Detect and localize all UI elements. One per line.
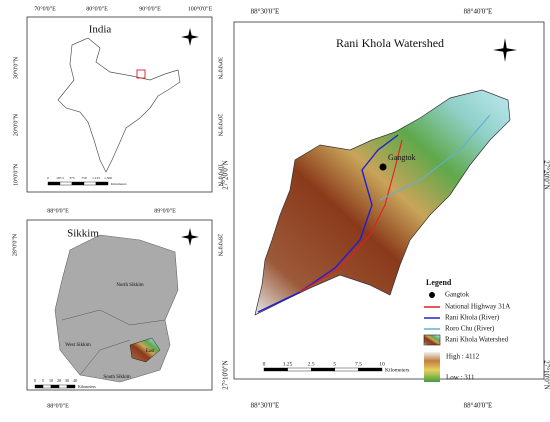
panel-title: Sikkim xyxy=(67,228,99,240)
scale-label: 750 xyxy=(81,176,87,180)
lon-tick: 100°0'0"E xyxy=(188,5,213,12)
scale-segment xyxy=(263,367,288,372)
scale-segment xyxy=(66,384,76,389)
scale-segment xyxy=(358,367,383,372)
scale-segment xyxy=(95,181,109,186)
legend-item: Roro Chu (River) xyxy=(445,325,495,333)
legend-high: High : 4112 xyxy=(446,353,480,361)
scale-label: 0 xyxy=(47,176,49,180)
scale-unit: Kilometers xyxy=(111,182,127,186)
lon-tick: 88°30'0"E xyxy=(251,402,280,410)
region-label: North Sikkim xyxy=(116,283,143,288)
india-outline xyxy=(57,37,181,173)
scale-segment xyxy=(42,384,52,389)
scale-label: 5 xyxy=(42,378,44,383)
scale-label: 2.5 xyxy=(308,361,315,367)
lon-tick: 88°0'0"E xyxy=(47,402,69,409)
legend-item: Gangtok xyxy=(445,291,470,299)
scale-segment xyxy=(334,367,359,372)
scale-segment xyxy=(311,367,336,372)
scale-label: 30 xyxy=(65,378,69,383)
lon-tick: 88°40'0"E xyxy=(464,402,493,410)
legend-symbol xyxy=(423,334,441,346)
lon-tick: 88°0'0"E xyxy=(47,207,69,214)
sikkim-outline xyxy=(54,234,179,383)
lon-tick: 90°0'0"E xyxy=(139,5,161,12)
watershed-dem xyxy=(254,89,511,316)
gangtok-marker xyxy=(379,163,387,171)
lat-tick: 27°20'0"N xyxy=(222,160,230,189)
legend-item: Rani Khola Watershed xyxy=(445,336,509,344)
region-label: East xyxy=(146,349,155,354)
lat-tick: 30°0'0"N xyxy=(12,56,19,79)
legend-symbol xyxy=(429,292,435,298)
scale-segment xyxy=(287,367,312,372)
scale-segment xyxy=(47,181,61,186)
region-label: South Sikkim xyxy=(103,375,130,380)
region-label: West Sikkim xyxy=(65,343,91,348)
legend-item: Rani Khola (River) xyxy=(445,314,500,322)
scale-segment xyxy=(58,384,68,389)
lon-tick: 70°0'0"E xyxy=(34,5,56,12)
roro-chu-river xyxy=(379,114,491,201)
lat-tick: 28°0'0"N xyxy=(217,234,224,257)
scale-label: 40 xyxy=(73,378,77,383)
scale-segment xyxy=(50,384,60,389)
lat-tick: 28°0'0"N xyxy=(11,233,18,256)
legend-low: Low : 311 xyxy=(446,374,475,382)
lat-tick: 27°10'0"N xyxy=(542,360,550,389)
scale-label: 1.25 xyxy=(283,361,293,367)
lat-tick: 27°10'0"N xyxy=(222,360,230,389)
north-arrow xyxy=(181,28,517,246)
scale-segment xyxy=(59,181,73,186)
scale-label: 5 xyxy=(333,361,336,367)
scale-label: 0 xyxy=(34,378,36,383)
scale-label: 10 xyxy=(49,378,53,383)
lat-tick: 10°0'0"N xyxy=(217,164,224,187)
scale-label: 0 xyxy=(263,361,266,367)
watershed-inset xyxy=(129,337,161,363)
lon-tick: 88°40'0"E xyxy=(464,8,493,16)
legend-ramp xyxy=(424,352,440,382)
lat-tick: 20°0'0"N xyxy=(217,114,224,137)
lon-tick: 89°0'0"E xyxy=(154,207,176,214)
scale-label: 375 xyxy=(69,176,75,180)
sikkim-locator xyxy=(136,69,146,79)
scale-unit: Kilometers xyxy=(78,384,96,389)
panel-title: Rani Khola Watershed xyxy=(336,36,444,50)
district-boundary xyxy=(61,309,166,376)
scale-label: 20 xyxy=(57,378,61,383)
lat-tick: 20°0'0"N xyxy=(12,113,19,136)
scale-segment xyxy=(83,181,97,186)
legend-title: Legend xyxy=(426,278,452,287)
scale-segment xyxy=(34,384,44,389)
scale-label: 1,500 xyxy=(104,176,112,181)
scale-label: 10 xyxy=(379,361,385,367)
lon-tick: 80°0'0"E xyxy=(86,5,108,12)
scale-label: 187.5 xyxy=(56,176,64,180)
scale-label: 1,125 xyxy=(92,176,100,181)
legend-item: National Highway 31A xyxy=(445,303,510,311)
scale-label: 7.5 xyxy=(355,361,362,367)
scale-unit: Kilometers xyxy=(385,367,409,373)
lat-tick: 30°0'0"N xyxy=(217,57,224,80)
scale-segment xyxy=(71,181,85,186)
place-label: Gangtok xyxy=(388,153,416,162)
lat-tick: 27°20'0"N xyxy=(542,160,550,189)
lon-tick: 88°30'0"E xyxy=(251,8,280,16)
panel-title: India xyxy=(89,24,112,36)
lat-tick: 10°0'0"N xyxy=(12,163,19,186)
highway xyxy=(299,139,403,293)
